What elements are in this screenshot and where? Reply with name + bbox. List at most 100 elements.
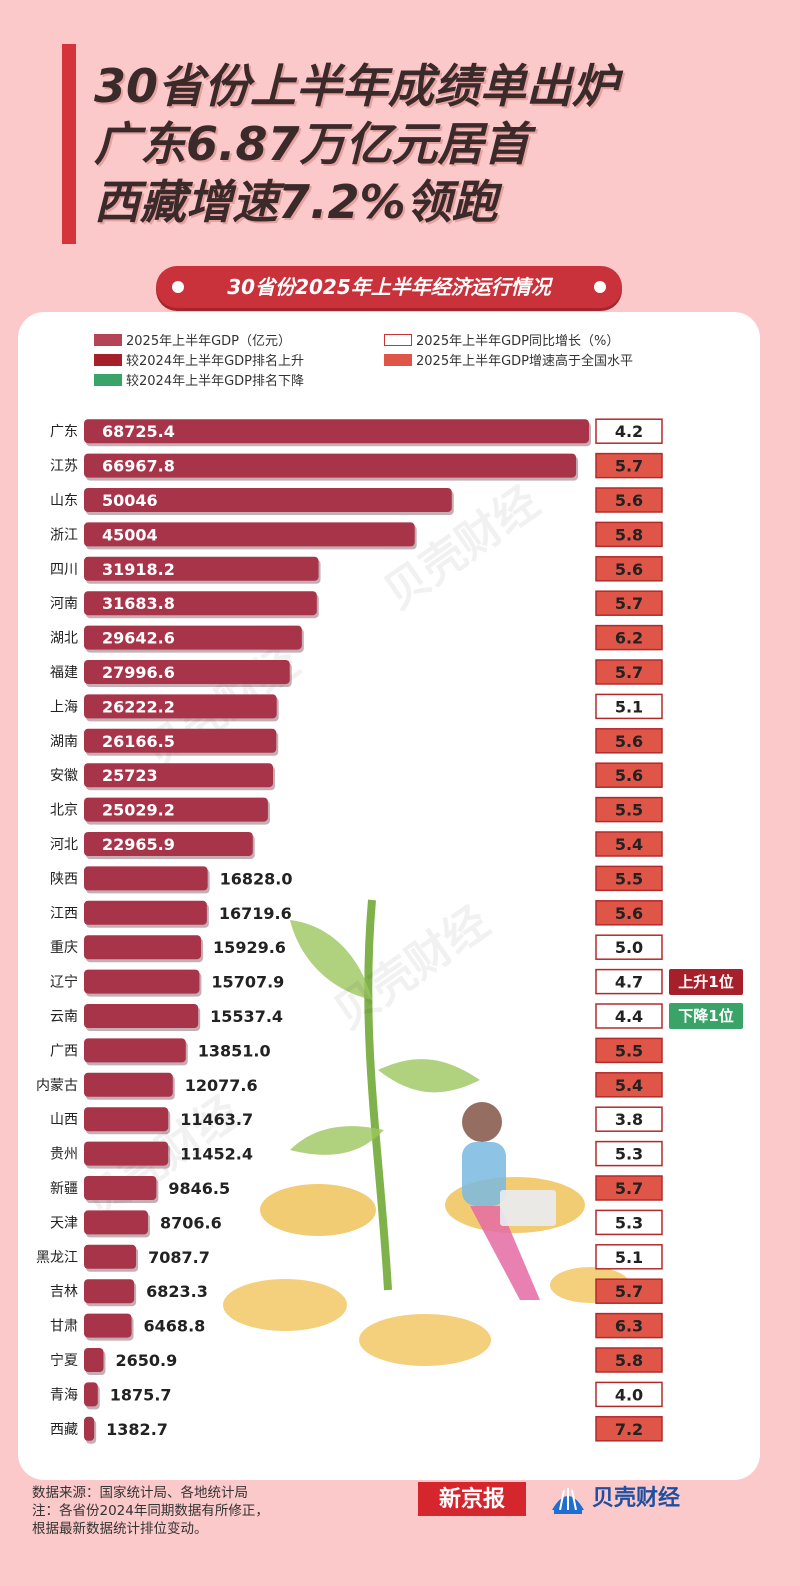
growth-box	[595, 418, 663, 444]
growth-box	[595, 1140, 663, 1167]
gdp-value-label: 31683.8	[102, 594, 175, 613]
legend-growth-label: 2025年上半年GDP同比增长（%）	[416, 334, 620, 349]
province-label: 青海	[50, 1387, 78, 1403]
growth-box	[595, 693, 663, 720]
gdp-bar	[84, 1004, 199, 1028]
province-label: 重庆	[50, 940, 78, 956]
gdp-value-label: 26222.2	[102, 697, 175, 716]
gdp-bar	[84, 728, 277, 753]
gdp-bar	[84, 522, 415, 547]
province-label: 江苏	[50, 459, 78, 475]
growth-value-label: 6.3	[615, 1317, 643, 1336]
gdp-value-label: 8706.6	[160, 1213, 222, 1232]
growth-value-label: 5.3	[615, 1213, 643, 1232]
growth-box	[595, 624, 663, 651]
chart-row: 上海 26222.2 5.1	[50, 693, 663, 722]
growth-value-label: 5.5	[615, 801, 643, 820]
growth-value-label: 5.7	[615, 1179, 643, 1198]
growth-box	[595, 1037, 663, 1064]
province-label: 西藏	[50, 1422, 78, 1438]
chart-row: 河北 22965.9 5.4	[50, 831, 663, 859]
gdp-value-label: 29642.6	[102, 629, 175, 648]
growth-box	[595, 831, 663, 857]
province-label: 北京	[50, 803, 78, 819]
legend-rank-down: 较2024年上半年GDP排名下降	[94, 374, 304, 390]
growth-box	[595, 521, 663, 548]
growth-box	[595, 968, 663, 995]
province-label: 江西	[50, 906, 78, 922]
gdp-bar	[84, 556, 319, 581]
chart-row: 甘肃 6468.8 6.3	[50, 1312, 663, 1341]
gdp-bar	[84, 1210, 148, 1235]
province-label: 广西	[50, 1043, 78, 1059]
growth-value-label: 5.7	[615, 457, 643, 476]
gdp-bar	[84, 660, 290, 684]
chart-row: 陕西 16828.0 5.5	[50, 865, 663, 894]
gdp-value-label: 16719.6	[219, 904, 292, 923]
gdp-value-label: 25723	[102, 766, 158, 785]
growth-value-label: 7.2	[615, 1420, 643, 1439]
gdp-value-label: 11463.7	[180, 1110, 253, 1129]
growth-box	[595, 556, 663, 582]
growth-value-label: 5.6	[615, 560, 643, 579]
bk-logo-text: 贝壳财经	[592, 1486, 681, 1511]
province-label: 河南	[50, 596, 78, 612]
province-label: 黑龙江	[36, 1250, 78, 1266]
gdp-bar	[84, 1416, 95, 1441]
growth-value-label: 5.1	[615, 1248, 643, 1267]
legend-gdp: 2025年上半年GDP（亿元）	[94, 334, 291, 350]
chart-row: 广西 13851.0 5.5	[50, 1037, 663, 1066]
growth-box	[595, 659, 663, 685]
growth-value-label: 6.2	[615, 629, 643, 648]
province-label: 福建	[50, 665, 78, 681]
chart-row: 湖南 26166.5 5.6	[50, 728, 663, 756]
legend-rank-down-swatch	[94, 374, 122, 386]
province-label: 新疆	[50, 1181, 78, 1197]
gdp-value-label: 1875.7	[110, 1385, 172, 1404]
province-label: 陕西	[50, 871, 78, 887]
growth-value-label: 5.4	[615, 835, 643, 854]
province-label: 安徽	[50, 768, 78, 784]
legend-growth: 2025年上半年GDP同比增长（%）	[384, 334, 619, 350]
footer-notes: 数据来源：国家统计局、各地统计局 注：各省份2024年同期数据有所修正， 根据最…	[32, 1484, 269, 1538]
bk-logo: 贝壳财经	[548, 1480, 698, 1518]
province-label: 宁夏	[50, 1352, 78, 1369]
province-label: 山西	[50, 1112, 78, 1128]
gdp-value-label: 15929.6	[213, 938, 286, 957]
title-line-1: 30省份上半年成绩单出炉	[94, 59, 619, 113]
pill-dot-left	[172, 281, 184, 293]
shell-icon	[552, 1488, 584, 1514]
growth-value-label: 5.8	[615, 525, 643, 544]
gdp-value-label: 6823.3	[146, 1282, 208, 1301]
chart-row: 浙江 45004 5.8	[50, 521, 663, 550]
province-label: 内蒙古	[36, 1078, 78, 1094]
province-label: 天津	[50, 1215, 78, 1231]
coin-stack	[260, 1184, 376, 1236]
gdp-value-label: 16828.0	[220, 869, 293, 888]
gdp-bar	[84, 1176, 157, 1200]
growth-value-label: 5.3	[615, 1145, 643, 1164]
plant-stem	[364, 899, 392, 1291]
growth-box	[595, 452, 663, 479]
gdp-bar	[84, 419, 589, 444]
chart-row: 青海 1875.7 4.0	[50, 1381, 663, 1410]
province-label: 湖北	[50, 631, 78, 647]
chart-row: 安徽 25723 5.6	[50, 762, 663, 791]
gdp-value-label: 31918.2	[102, 560, 175, 579]
growth-value-label: 5.0	[615, 938, 643, 957]
province-label: 辽宁	[50, 974, 78, 991]
gdp-bar	[84, 1141, 169, 1166]
gdp-value-label: 15707.9	[211, 973, 284, 992]
growth-box	[595, 934, 663, 960]
chart-row: 辽宁 15707.9 4.7	[50, 968, 663, 997]
chart-row: 宁夏 2650.9 5.8	[50, 1347, 663, 1375]
chart-row: 河南 31683.8 5.7	[50, 590, 663, 619]
gdp-value-label: 22965.9	[102, 835, 175, 854]
gdp-value-label: 26166.5	[102, 732, 175, 751]
gdp-bar	[84, 591, 317, 616]
growth-box	[595, 1416, 663, 1442]
gdp-value-label: 12077.6	[185, 1076, 258, 1095]
growth-box	[595, 1175, 663, 1201]
growth-box	[595, 1106, 663, 1132]
province-label: 河北	[50, 837, 78, 853]
